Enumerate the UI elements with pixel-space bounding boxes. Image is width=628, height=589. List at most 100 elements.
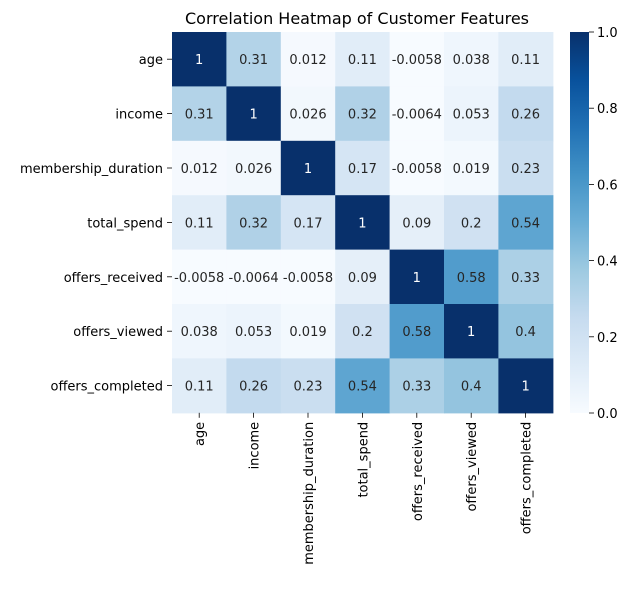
heatmap-cell — [389, 358, 445, 414]
cell-annotation: 0.053 — [453, 108, 490, 123]
column-label: age — [193, 422, 208, 446]
row-label: age — [139, 53, 163, 68]
cell-annotation: 0.012 — [181, 162, 218, 177]
colorbar-tick-label: 0.2 — [597, 331, 618, 346]
row-label: offers_viewed — [73, 325, 163, 340]
heatmap-cell — [498, 86, 554, 142]
cell-annotation: 0.019 — [289, 325, 326, 340]
heatmap-cell — [444, 358, 499, 414]
row-label: income — [115, 108, 163, 123]
heatmap-cell — [226, 358, 282, 414]
cell-annotation: 0.32 — [239, 216, 268, 231]
colorbar-tick-label: 1.0 — [597, 26, 618, 41]
column-labels: age income membership_duration total_spend o… — [193, 412, 535, 565]
cell-annotation: 0.11 — [185, 216, 214, 231]
column-label: total_spend — [356, 422, 371, 498]
heatmap-cell — [498, 358, 554, 414]
heatmap-cell — [280, 304, 336, 359]
row-label: membership_duration — [20, 162, 163, 177]
heatmap-cell — [280, 140, 336, 196]
cell-annotation: 0.019 — [453, 162, 490, 177]
heatmap-cell — [226, 86, 282, 142]
cell-annotation: 0.31 — [239, 53, 268, 68]
heatmap-cell — [280, 195, 336, 251]
cell-annotation: 0.09 — [348, 271, 377, 286]
cell-annotation: 0.11 — [348, 53, 377, 68]
heatmap-cell — [335, 32, 391, 87]
heatmap-cell — [280, 249, 336, 305]
heatmap-cell — [498, 304, 554, 359]
heatmap-cell — [172, 249, 227, 305]
colorbar-tick-label: 0.0 — [597, 407, 618, 422]
heatmap-cell — [172, 358, 227, 414]
heatmap-cells — [172, 32, 554, 414]
cell-annotation: 0.11 — [511, 53, 540, 68]
cell-annotation: 0.17 — [294, 216, 323, 231]
heatmap-cell — [226, 32, 282, 87]
row-label: offers_received — [64, 271, 163, 286]
heatmap-cell — [226, 140, 282, 196]
heatmap-cell — [226, 195, 282, 251]
heatmap-cell — [444, 86, 499, 142]
cell-annotation: 0.58 — [402, 325, 431, 340]
heatmap-annotations: 1 0.31 0.012 0.11 -0.0058 0.038 0.11 0.31 1 0.026… — [174, 53, 540, 394]
row-labels: age income membership_duration total_spendo… — [20, 53, 172, 395]
cell-annotation: 0.09 — [402, 216, 431, 231]
cell-annotation: 1 — [195, 53, 203, 68]
heatmap-cell — [498, 32, 554, 87]
column-label: membership_duration — [302, 422, 317, 565]
heatmap-cell — [498, 195, 554, 251]
heatmap-cell — [335, 86, 391, 142]
heatmap-cell — [280, 86, 336, 142]
cell-annotation: 1 — [521, 380, 529, 395]
heatmap-cell — [444, 304, 499, 359]
cell-annotation: 0.33 — [402, 380, 431, 395]
cell-annotation: 1 — [413, 271, 421, 286]
cell-annotation: 0.26 — [239, 380, 268, 395]
heatmap-cell — [335, 358, 391, 414]
chart-title: Correlation Heatmap of Customer Features — [185, 9, 529, 28]
cell-annotation: 0.026 — [235, 162, 272, 177]
cell-annotation: 0.053 — [235, 325, 272, 340]
cell-annotation: 0.026 — [289, 108, 326, 123]
heatmap-cell — [389, 140, 445, 196]
cell-annotation: 0.26 — [511, 108, 540, 123]
cell-annotation: -0.0058 — [174, 271, 224, 286]
cell-annotation: 0.17 — [348, 162, 377, 177]
colorbar-ticks: 0.0 0.2 0.4 0.6 0.8 1.0 — [589, 26, 618, 422]
heatmap-cell — [389, 86, 445, 142]
heatmap-cell — [444, 195, 499, 251]
heatmap-cell — [444, 249, 499, 305]
heatmap-cell — [172, 32, 227, 87]
cell-annotation: 0.2 — [461, 216, 482, 231]
row-label: total_spend — [87, 216, 163, 231]
heatmap-cell — [335, 304, 391, 359]
colorbar-tick-label: 0.6 — [597, 178, 618, 193]
cell-annotation: -0.0058 — [283, 271, 333, 286]
cell-annotation: 0.54 — [511, 216, 540, 231]
column-label: income — [248, 422, 263, 470]
cell-annotation: 0.012 — [289, 53, 326, 68]
heatmap-cell — [172, 195, 227, 251]
cell-annotation: 0.11 — [185, 380, 214, 395]
heatmap-cell — [172, 140, 227, 196]
heatmap-cell — [226, 249, 282, 305]
cell-annotation: 0.23 — [511, 162, 540, 177]
heatmap-cell — [172, 86, 227, 142]
cell-annotation: 0.32 — [348, 108, 377, 123]
row-label: offers_completed — [51, 380, 164, 395]
column-label: offers_viewed — [465, 422, 480, 512]
cell-annotation: -0.0064 — [229, 271, 279, 286]
heatmap-cell — [389, 195, 445, 251]
cell-annotation: 0.54 — [348, 380, 377, 395]
cell-annotation: 0.31 — [185, 108, 214, 123]
cell-annotation: 0.4 — [515, 325, 536, 340]
cell-annotation: 0.038 — [181, 325, 218, 340]
heatmap-cell — [226, 304, 282, 359]
heatmap-cell — [335, 140, 391, 196]
cell-annotation: -0.0058 — [392, 53, 442, 68]
cell-annotation: -0.0058 — [392, 162, 442, 177]
cell-annotation: -0.0064 — [392, 108, 442, 123]
heatmap-cell — [172, 304, 227, 359]
